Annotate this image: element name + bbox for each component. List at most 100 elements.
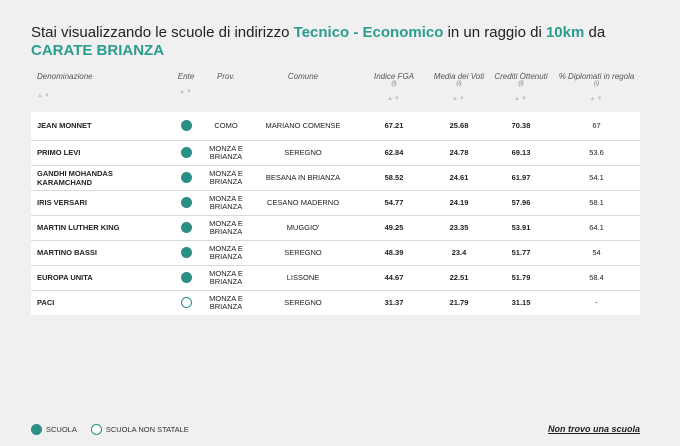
cell-crediti: 61.97 (511, 173, 531, 182)
cell-crediti: 70.38 (511, 121, 531, 131)
cell-indice-fga: 67.21 (384, 121, 404, 131)
cell-denominazione: JEAN MONNET (37, 121, 92, 131)
hollow-circle-icon (90, 424, 102, 435)
table-row[interactable]: PACI MONZA E BRIANZA SEREGNO 31.37 21.79 31.1… (31, 290, 640, 315)
sort-arrows-icon[interactable]: ▲▼ (589, 96, 604, 102)
heading-middle: in un raggio di (447, 24, 542, 41)
cell-diplomati: 54.1 (589, 173, 604, 182)
cell-crediti: 51.79 (511, 273, 531, 282)
filled-circle-icon (180, 172, 192, 183)
filled-circle-icon (180, 272, 192, 283)
cell-ente (167, 240, 205, 265)
column-header-prov: Prov. (205, 68, 247, 112)
heading-da: da (588, 24, 606, 41)
cell-diplomati: 67 (592, 121, 601, 131)
hollow-circle-icon (180, 297, 192, 309)
column-header-crediti[interactable]: Crediti Ottenuti (i) ▲▼ (489, 68, 553, 112)
info-icon[interactable]: (i) (518, 81, 524, 87)
info-icon[interactable]: (i) (391, 81, 397, 87)
heading-indirizzo: Tecnico - Economico (293, 24, 444, 41)
cell-denominazione: GANDHI MOHANDAS KARAMCHAND (37, 168, 113, 187)
cell-diplomati: 54 (592, 248, 601, 257)
legend: SCUOLA SCUOLA NON STATALE (31, 424, 197, 435)
info-icon[interactable]: (i) (456, 81, 462, 87)
page-heading: Stai visualizzando le scuole di indirizz… (31, 24, 651, 60)
cell-prov: MONZA E BRIANZA (209, 143, 243, 161)
heading-city: CARATE BRIANZA (31, 42, 165, 59)
column-label-ente: Ente (177, 72, 195, 81)
filled-circle-icon (180, 120, 192, 132)
filled-circle-icon (31, 424, 42, 435)
cell-ente (167, 190, 205, 215)
cell-diplomati: 58.4 (589, 273, 604, 282)
sort-arrows-icon[interactable]: ▲▼ (37, 93, 51, 99)
cell-indice-fga: 62.84 (384, 148, 404, 157)
cell-indice-fga: 49.25 (384, 223, 404, 232)
cell-ente (167, 165, 205, 190)
cell-prov: MONZA E BRIANZA (209, 243, 243, 261)
table-row[interactable]: JEAN MONNET COMO MARIANO COMENSE 67.21 25.68… (31, 112, 640, 140)
not-found-link[interactable]: Non trovo una scuola (547, 424, 640, 434)
legend-item-non-statale: SCUOLA NON STATALE (90, 424, 189, 435)
cell-comune: MARIANO COMENSE (265, 121, 341, 131)
filled-circle-icon (180, 147, 192, 158)
table-row[interactable]: MARTINO BASSI MONZA E BRIANZA SEREGNO 48.39… (31, 240, 640, 265)
cell-crediti: 51.77 (511, 248, 531, 257)
cell-crediti: 57.96 (511, 198, 531, 207)
cell-media-voti: 21.79 (449, 298, 469, 308)
cell-media-voti: 24.61 (449, 173, 469, 182)
table-row[interactable]: GANDHI MOHANDAS KARAMCHAND MONZA E BRIANZ… (31, 165, 640, 190)
cell-indice-fga: 54.77 (384, 198, 404, 207)
filled-circle-icon (180, 247, 192, 258)
cell-indice-fga: 58.52 (384, 173, 404, 182)
cell-media-voti: 24.78 (449, 148, 469, 157)
sort-arrows-icon[interactable]: ▲▼ (387, 96, 401, 102)
cell-comune: LISSONE (286, 273, 320, 282)
sort-arrows-icon[interactable]: ▲▼ (179, 89, 193, 95)
column-label-comune: Comune (287, 72, 319, 81)
cell-ente (167, 290, 205, 315)
cell-prov: MONZA E BRIANZA (209, 218, 243, 236)
table-row[interactable]: IRIS VERSARI MONZA E BRIANZA CESANO MADERN… (31, 190, 640, 215)
cell-denominazione: IRIS VERSARI (37, 198, 88, 207)
column-header-voti[interactable]: Media dei Voti (i) ▲▼ (429, 68, 489, 112)
filled-circle-icon (180, 222, 192, 233)
sort-arrows-icon[interactable]: ▲▼ (514, 96, 528, 102)
cell-comune: BESANA IN BRIANZA (265, 173, 341, 182)
table-row[interactable]: EUROPA UNITA MONZA E BRIANZA LISSONE 44.67 2… (31, 265, 640, 290)
cell-denominazione: MARTIN LUTHER KING (37, 223, 120, 232)
column-label-voti: Media dei Voti (433, 72, 485, 81)
schools-table: Denominazione ▲▼ Ente ▲▼ Prov. Comune Indice F… (31, 68, 640, 315)
cell-denominazione: EUROPA UNITA (37, 273, 93, 282)
cell-diplomati: 53.6 (589, 148, 604, 157)
cell-denominazione: PRIMO LEVI (37, 148, 81, 157)
cell-crediti: 69.13 (511, 148, 531, 157)
table-body: JEAN MONNET COMO MARIANO COMENSE 67.21 25.68… (31, 112, 640, 315)
cell-diplomati: 64.1 (589, 223, 604, 232)
table-row[interactable]: MARTIN LUTHER KING MONZA E BRIANZA MUGGIO'… (31, 215, 640, 240)
cell-ente (167, 215, 205, 240)
cell-denominazione: MARTINO BASSI (37, 248, 97, 257)
heading-radius: 10km (545, 24, 585, 41)
column-header-fga[interactable]: Indice FGA (i) ▲▼ (359, 68, 429, 112)
cell-indice-fga: 44.67 (384, 273, 404, 282)
sort-arrows-icon[interactable]: ▲▼ (452, 96, 466, 102)
cell-comune: SEREGNO (284, 148, 322, 157)
cell-diplomati: - (595, 298, 598, 308)
table-row[interactable]: PRIMO LEVI MONZA E BRIANZA SEREGNO 62.84 24.… (31, 140, 640, 165)
column-header-name[interactable]: Denominazione ▲▼ (31, 68, 167, 112)
filled-circle-icon (180, 197, 192, 208)
column-label-diplomati: % Diplomati in regola (558, 72, 635, 81)
cell-media-voti: 23.4 (451, 248, 467, 257)
column-header-diplomati[interactable]: % Diplomati in regola (i) ▲▼ (553, 68, 640, 112)
cell-prov: MONZA E BRIANZA (209, 293, 243, 311)
cell-ente (167, 140, 205, 165)
column-header-ente[interactable]: Ente ▲▼ (167, 68, 205, 112)
column-label-crediti: Crediti Ottenuti (494, 72, 548, 81)
info-icon[interactable]: (i) (593, 81, 600, 87)
table-header: Denominazione ▲▼ Ente ▲▼ Prov. Comune Indice F… (31, 68, 640, 112)
cell-indice-fga: 31.37 (384, 298, 404, 308)
cell-prov: MONZA E BRIANZA (209, 168, 243, 186)
cell-media-voti: 23.35 (449, 223, 469, 232)
heading-prefix: Stai visualizzando le scuole di indirizz… (31, 24, 290, 41)
